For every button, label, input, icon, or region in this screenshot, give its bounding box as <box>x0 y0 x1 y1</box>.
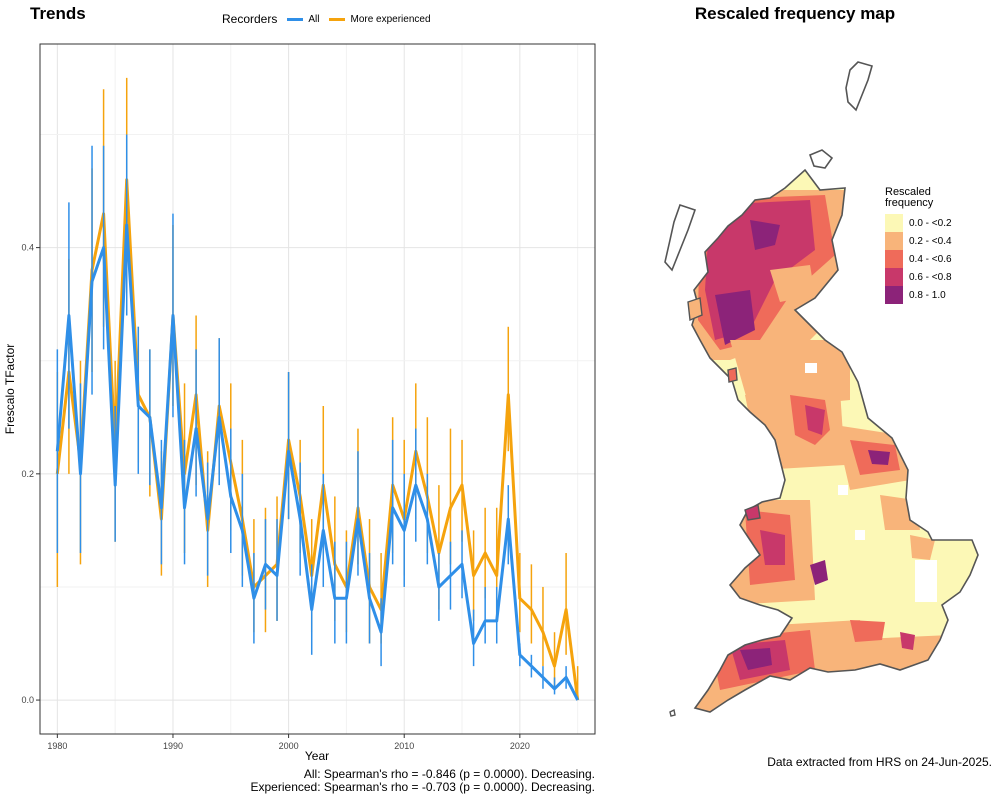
map-legend-swatch <box>885 250 903 268</box>
map-legend-label: 0.4 - <0.6 <box>909 253 952 265</box>
series-layer <box>55 77 580 701</box>
spearman-stats: All: Spearman's rho = -0.846 (p = 0.0000… <box>100 767 596 794</box>
legend-label-experienced: More experienced <box>350 13 431 25</box>
skye-islay <box>687 297 703 322</box>
shetland-islands <box>845 61 873 112</box>
legend-label-all: All <box>308 13 320 25</box>
legend-swatch-experienced <box>329 17 346 21</box>
axis-ticks: 1980 1990 2000 2010 2020 0.0 0.2 0.4 <box>21 243 529 751</box>
map-legend-row: 0.8 - 1.0 <box>885 286 952 304</box>
scilly-isles <box>669 708 676 717</box>
stats-all: All: Spearman's rho = -0.846 (p = 0.0000… <box>303 767 595 781</box>
chart-legend: Recorders All More experienced <box>222 12 431 26</box>
map-legend-row: 0.4 - <0.6 <box>885 250 952 268</box>
zone-southcoast-red <box>850 620 885 642</box>
gb-frequency-map <box>664 61 979 717</box>
legend-swatch-all <box>287 17 304 21</box>
zone-wales-purple <box>810 560 828 585</box>
map-legend-swatch <box>885 232 903 250</box>
map-legend-row: 0.2 - <0.4 <box>885 232 952 250</box>
map-legend-label: 0.6 - <0.8 <box>909 271 952 283</box>
trends-title: Trends <box>30 4 86 23</box>
map-title: Rescaled frequency map <box>694 4 896 23</box>
chart-grid <box>40 44 595 734</box>
zone-norfolk-orange <box>910 535 935 560</box>
map-legend-swatch <box>885 214 903 232</box>
x-tick-label: 1990 <box>163 741 183 751</box>
y-tick-label: 0.0 <box>21 695 34 705</box>
isle-of-man <box>727 367 738 383</box>
map-legend-swatch <box>885 268 903 286</box>
map-legend-label: 0.8 - 1.0 <box>909 289 946 301</box>
gb-outline <box>691 168 979 713</box>
trends-chart: 1980 1990 2000 2010 2020 0.0 0.2 0.4 Year Fresc… <box>3 43 596 763</box>
anglesey <box>744 504 761 521</box>
y-tick-label: 0.4 <box>21 243 34 253</box>
y-axis-label: Frescalo TFactor <box>3 344 17 434</box>
map-legend-row: 0.6 - <0.8 <box>885 268 952 286</box>
map-legend-label: 0.2 - <0.4 <box>909 235 952 247</box>
orkney-islands <box>808 149 834 169</box>
zone-westcoast-purple <box>715 290 755 345</box>
x-tick-label: 2020 <box>510 741 530 751</box>
zone-moors-purple <box>868 450 890 465</box>
x-tick-label: 1980 <box>47 741 67 751</box>
x-tick-label: 2010 <box>394 741 414 751</box>
zone-sussex-magenta <box>900 632 915 650</box>
data-source-footnote: Data extracted from HRS on 24-Jun-2025. <box>767 755 992 769</box>
map-legend-row: 0.0 - <0.2 <box>885 214 952 232</box>
nodata-square-3 <box>855 530 865 540</box>
map-legend-swatch <box>885 286 903 304</box>
map-legend-title-line1: Rescaled <box>885 186 931 198</box>
plot-border <box>39 43 596 735</box>
x-tick-label: 2000 <box>279 741 299 751</box>
map-legend-label: 0.0 - <0.2 <box>909 217 952 229</box>
zone-pennines-magenta <box>805 405 825 435</box>
stats-experienced: Experienced: Spearman's rho = -0.703 (p … <box>250 780 596 794</box>
zone-wales-magenta <box>760 530 785 565</box>
nodata-square-2 <box>838 485 848 495</box>
series-line-experienced <box>55 178 580 701</box>
nodata-square-1 <box>915 560 937 602</box>
zone-dartmoor-purple <box>740 648 772 670</box>
nodata-square-4 <box>805 363 817 373</box>
series-line-all <box>55 223 580 701</box>
zone-highlands-purple <box>750 220 780 250</box>
y-tick-label: 0.2 <box>21 469 34 479</box>
map-legend-title-line2: frequency <box>885 197 934 209</box>
x-axis-label: Year <box>305 749 329 763</box>
legend-item-experienced: More experienced <box>329 13 431 25</box>
legend-title: Recorders <box>222 12 278 26</box>
map-legend: Rescaled frequency 0.0 - <0.2 0.2 - <0.4… <box>885 187 952 304</box>
outer-hebrides <box>664 203 697 272</box>
zone-lincs-orange <box>880 495 920 530</box>
legend-item-all: All <box>287 14 319 25</box>
map-legend-title: Rescaled frequency <box>885 187 952 209</box>
zone-cairngorm-orange <box>770 265 815 302</box>
